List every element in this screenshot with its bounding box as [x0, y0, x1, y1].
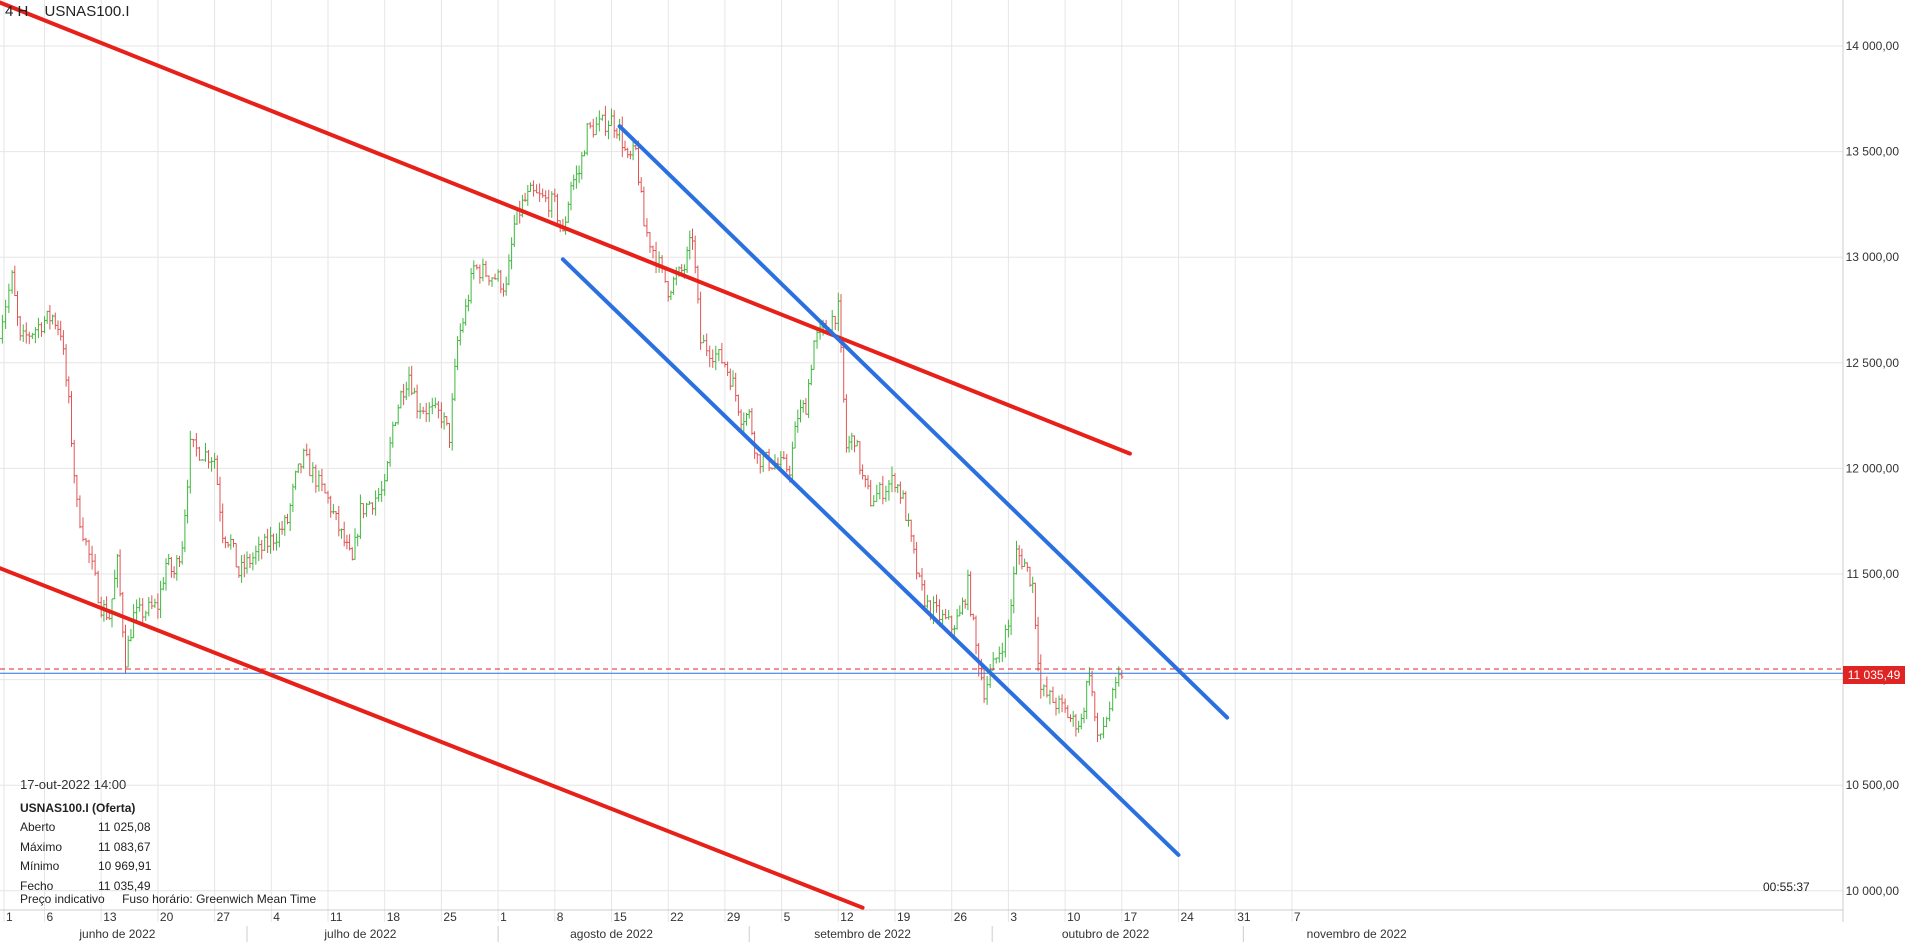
info-label: Fecho	[20, 878, 54, 893]
timeframe-label: 4 H	[5, 3, 29, 20]
y-tick-label: 13 500,00	[1846, 145, 1900, 159]
x-month-label: julho de 2022	[323, 927, 396, 941]
chart-header: 4 H USNAS100.I	[5, 3, 142, 20]
x-tick-label: 12	[840, 910, 854, 924]
info-row-low: Mínimo 10 969,91	[20, 857, 178, 877]
price-type-label: Preço indicativo	[20, 892, 105, 906]
x-month-label: agosto de 2022	[570, 927, 653, 941]
info-label: Mínimo	[20, 859, 60, 873]
x-month-label: junho de 2022	[78, 927, 155, 941]
x-tick-label: 24	[1181, 910, 1195, 924]
x-tick-label: 25	[443, 910, 457, 924]
x-tick-label: 29	[727, 910, 741, 924]
y-tick-label: 14 000,00	[1846, 39, 1900, 53]
current-price-badge: 11 035,49	[1843, 666, 1905, 684]
chart-footer: Preço indicativo Fuso horário: Greenwich…	[20, 892, 330, 906]
x-tick-label: 6	[47, 910, 54, 924]
x-tick-label: 7	[1294, 910, 1301, 924]
red-trend-line	[0, 0, 1132, 456]
y-tick-label: 10 000,00	[1846, 884, 1900, 898]
y-tick-label: 11 500,00	[1847, 567, 1900, 581]
ohlc-info-panel: 17-out-2022 14:00 USNAS100.I (Oferta) Ab…	[20, 775, 178, 896]
x-tick-label: 19	[897, 910, 911, 924]
x-tick-label: 22	[670, 910, 684, 924]
info-value: 10 969,91	[98, 859, 152, 873]
x-tick-label: 27	[217, 910, 231, 924]
x-tick-label: 10	[1067, 910, 1081, 924]
info-label: Aberto	[20, 820, 56, 834]
x-month-label: setembro de 2022	[814, 927, 911, 941]
x-tick-label: 8	[557, 910, 564, 924]
info-value: 11 035,49	[98, 878, 151, 893]
y-tick-label: 13 000,00	[1846, 250, 1900, 264]
timezone-label: Fuso horário: Greenwich Mean Time	[122, 892, 317, 906]
x-tick-label: 17	[1124, 910, 1138, 924]
x-tick-label: 5	[784, 910, 791, 924]
blue-channel-line	[617, 124, 1230, 720]
info-datetime: 17-out-2022 14:00	[20, 777, 127, 792]
red-trend-line	[0, 566, 865, 910]
y-tick-label: 12 500,00	[1846, 356, 1900, 370]
info-label: Máximo	[20, 839, 63, 854]
candle-countdown: 00:55:37	[1763, 880, 1810, 894]
info-row-high: Máximo 11 083,67	[20, 838, 178, 858]
x-tick-label: 20	[160, 910, 174, 924]
blue-channel-line	[560, 257, 1181, 857]
info-row-open: Aberto 11 025,08	[20, 818, 178, 838]
info-value: 11 025,08	[98, 820, 151, 834]
info-row-close: Fecho 11 035,49	[20, 877, 178, 897]
x-tick-label: 15	[614, 910, 628, 924]
x-month-label: novembro de 2022	[1307, 927, 1407, 941]
x-tick-label: 11	[330, 910, 343, 924]
x-tick-label: 13	[103, 910, 117, 924]
x-tick-label: 1	[500, 910, 507, 924]
x-tick-label: 18	[387, 910, 401, 924]
x-tick-label: 4	[273, 910, 280, 924]
symbol-label: USNAS100.I	[44, 3, 130, 20]
info-value: 11 083,67	[98, 839, 151, 854]
x-tick-label: 26	[954, 910, 968, 924]
x-tick-label: 1	[6, 910, 13, 924]
x-tick-label: 3	[1010, 910, 1017, 924]
x-month-label: outubro de 2022	[1062, 927, 1150, 941]
y-tick-label: 10 500,00	[1846, 778, 1900, 792]
x-tick-label: 31	[1237, 910, 1251, 924]
info-instrument: USNAS100.I (Oferta)	[20, 800, 136, 815]
y-tick-label: 12 000,00	[1846, 461, 1900, 475]
